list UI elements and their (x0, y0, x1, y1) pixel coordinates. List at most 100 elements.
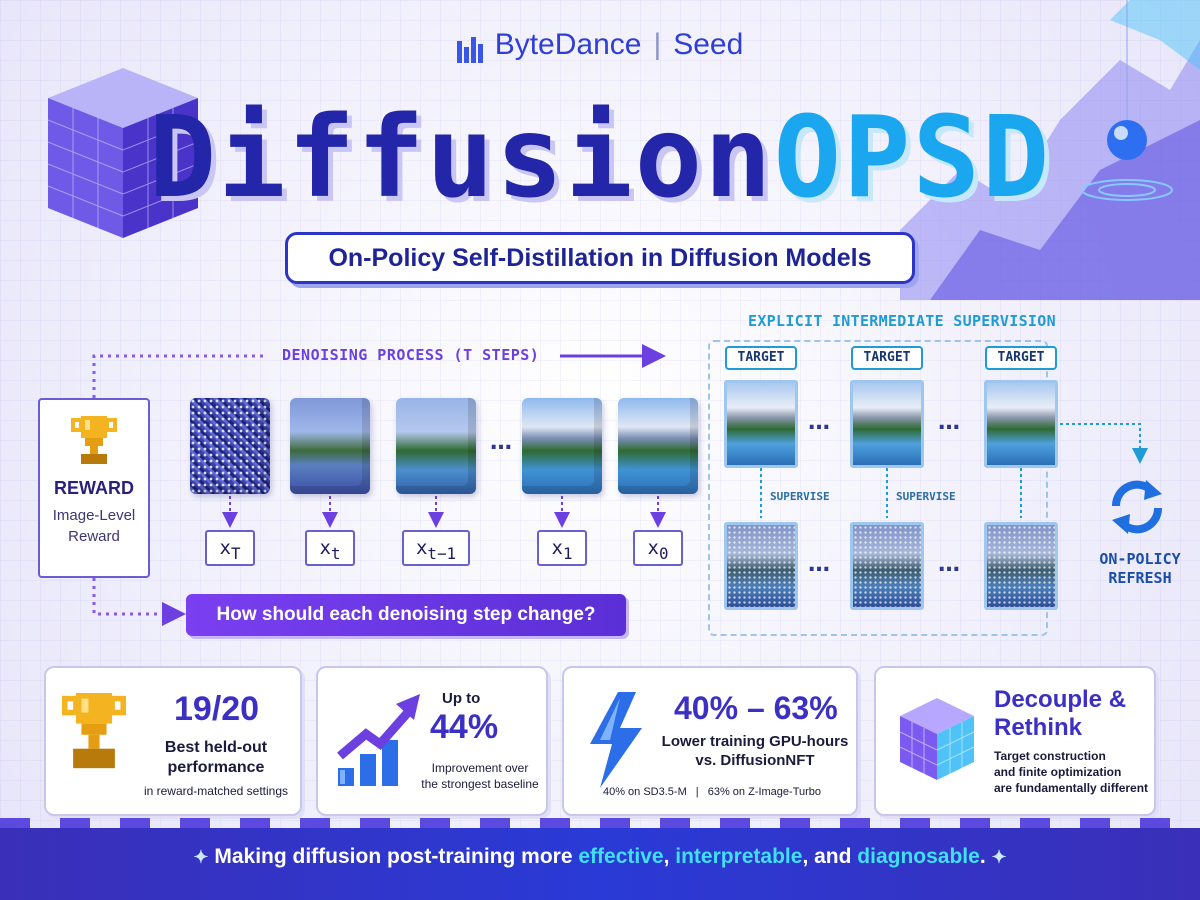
noise-cube-xt (290, 398, 370, 494)
stat-desc-line1: Best held-out (164, 739, 268, 756)
stat-desc-line2: the strongest baseline (421, 777, 539, 791)
stat-card-gpu-hours: 40% – 63% Lower training GPU-hours vs. D… (562, 666, 858, 816)
lightning-icon (590, 692, 642, 788)
state-base: x (415, 537, 428, 559)
noise-cube-xT (190, 398, 270, 494)
stat-card-held-out: 19/20 Best held-out performance in rewar… (44, 666, 302, 816)
on-policy-refresh-label: ON-POLICY REFRESH (1090, 550, 1190, 588)
tagline-highlight-diagnosable: diagnosable (857, 845, 980, 868)
student-image-2 (850, 522, 924, 610)
tagline-highlight-effective: effective (578, 845, 664, 868)
student-ellipsis-2: … (938, 552, 962, 577)
reward-subtitle-line2: Reward (68, 528, 120, 545)
stat-note: in reward-matched settings (143, 784, 289, 798)
pixel-steps-decoration (0, 818, 1200, 828)
voxel-cube-decoration (47, 68, 199, 238)
stat-desc-line1: Improvement over (431, 761, 529, 775)
target-image-1 (724, 380, 798, 468)
brand-header: ByteDance | Seed (0, 28, 1200, 64)
tagline-suffix: . (979, 845, 986, 868)
supervise-label-2: SUPERVISE (896, 490, 956, 503)
stat-value: 40% – 63% (674, 690, 838, 726)
state-label-x1: x1 (537, 530, 587, 566)
question-banner: How should each denoising step change? (186, 594, 626, 636)
stat-desc-line2: vs. DiffusionNFT (695, 752, 815, 769)
brand-separator: | (653, 28, 662, 61)
state-base: x (219, 537, 231, 559)
stat-note-1: 40% on SD3.5-M (602, 786, 687, 798)
stat-value-line2: Rethink (994, 714, 1083, 741)
student-image-3 (984, 522, 1058, 610)
state-label-x0: x0 (633, 530, 683, 566)
sparkle-icon: ✦ (991, 847, 1007, 867)
stat-desc: Lower training GPU-hours vs. DiffusionNF… (660, 732, 850, 770)
reward-subtitle: Image-Level Reward (40, 505, 148, 547)
trophy-icon (71, 416, 117, 464)
target-image-2 (850, 380, 924, 468)
stat-desc: Best held-out performance (136, 738, 296, 778)
state-sub: 0 (658, 543, 669, 563)
supervision-label: EXPLICIT INTERMEDIATE SUPERVISION (748, 312, 1056, 330)
stat-value: 44% (430, 708, 499, 746)
stat-desc: Target construction and finite optimizat… (994, 748, 1154, 796)
state-label-xt: xt (305, 530, 355, 566)
stat-desc: Improvement over the strongest baseline (416, 760, 544, 792)
bottom-bar (0, 818, 1200, 900)
refresh-line2: REFRESH (1108, 569, 1172, 587)
process-label: DENOISING PROCESS (T STEPS) (282, 346, 540, 364)
stat-note-separator: | (695, 786, 699, 798)
stat-value-line1: Decouple & (994, 686, 1127, 713)
sparkle-icon: ✦ (193, 847, 209, 867)
stat-desc-line2: performance (167, 759, 265, 776)
stat-desc-line2: and finite optimization (994, 765, 1122, 779)
state-label-xT: xT (205, 530, 255, 566)
student-ellipsis-1: … (808, 552, 832, 577)
cube-icon (899, 698, 975, 780)
stat-card-decouple: Decouple & Rethink Target construction a… (874, 666, 1156, 816)
tagline-prefix: Making diffusion post-training more (214, 845, 579, 868)
tagline-sep-1: , (663, 845, 676, 868)
main-title: DiffusionOPSD (0, 102, 1200, 214)
reward-box: REWARD Image-Level Reward (38, 398, 150, 578)
target-image-3 (984, 380, 1058, 468)
state-base: x (551, 537, 563, 559)
stat-value: Decouple & Rethink (994, 686, 1126, 742)
stat-card-improvement: Up to 44% Improvement over the strongest… (316, 666, 548, 816)
state-label-xt-1: xt−1 (402, 530, 470, 566)
target-label-3: TARGET (985, 346, 1057, 370)
brand-company: ByteDance (494, 28, 642, 61)
target-label-2: TARGET (851, 346, 923, 370)
reward-subtitle-line1: Image-Level (52, 507, 136, 524)
title-part-diffusion: Diffusion (148, 93, 774, 223)
target-ellipsis-2: … (938, 410, 962, 435)
title-part-opsd: OPSD (773, 93, 1052, 223)
state-sub: t (330, 543, 341, 563)
process-ellipsis: … (490, 430, 514, 455)
stat-note-2: 63% on Z-Image-Turbo (707, 786, 822, 798)
stat-desc-line1: Target construction (994, 749, 1106, 763)
stat-prefix: Up to (442, 690, 481, 707)
bytedance-logo-icon (456, 29, 485, 64)
refresh-icon (1111, 480, 1163, 534)
noise-cube-x1 (522, 398, 602, 494)
reward-title: REWARD (54, 478, 134, 498)
noise-cube-x0 (618, 398, 698, 494)
student-image-1 (724, 522, 798, 610)
chart-arrow-icon (337, 694, 420, 786)
stat-notes: 40% on SD3.5-M | 63% on Z-Image-Turbo (564, 786, 860, 798)
state-sub: T (230, 543, 241, 563)
trophy-icon (62, 693, 126, 769)
subtitle-banner: On-Policy Self-Distillation in Diffusion… (285, 232, 915, 284)
state-base: x (647, 537, 659, 559)
stat-desc-line3: are fundamentally different (994, 781, 1149, 795)
state-base: x (319, 537, 331, 559)
supervise-label-1: SUPERVISE (770, 490, 830, 503)
stat-desc-line1: Lower training GPU-hours (661, 733, 849, 750)
supervision-panel (708, 340, 1048, 636)
tagline-highlight-interpretable: interpretable (675, 845, 803, 868)
voxel-landscape-decoration (900, 0, 1200, 300)
noise-cube-xt-1 (396, 398, 476, 494)
tagline: ✦ Making diffusion post-training more ef… (0, 845, 1200, 869)
